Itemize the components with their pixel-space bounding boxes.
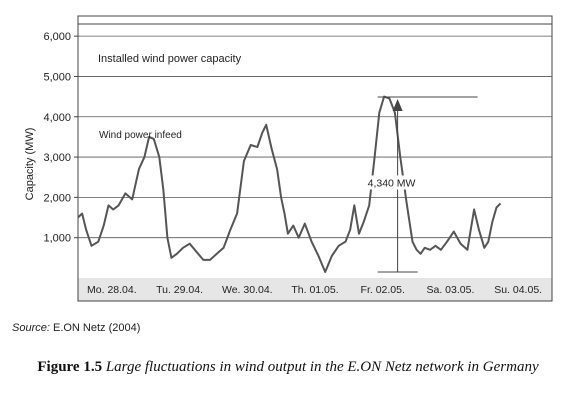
y-tick-label: 5,000 bbox=[43, 71, 71, 83]
x-category-label: Fr. 02.05. bbox=[361, 284, 405, 296]
y-tick-label: 6,000 bbox=[43, 31, 71, 43]
x-category-label: Su. 04.05. bbox=[494, 284, 542, 296]
wind-infeed-label: Wind power infeed bbox=[99, 130, 182, 141]
y-tick-label: 4,000 bbox=[43, 112, 71, 124]
x-category-label: Th. 01.05. bbox=[291, 284, 338, 296]
y-tick-label: 3,000 bbox=[43, 152, 71, 164]
x-categories: Mo. 28.04. Tu. 29.04. We. 30.04. Th. 01.05.… bbox=[87, 284, 542, 296]
x-axis-band bbox=[78, 278, 552, 301]
source-label: Source: bbox=[12, 322, 50, 334]
source-text: E.ON Netz (2004) bbox=[52, 322, 141, 334]
chart-svg: 1,000 2,000 3,000 4,000 5,000 6,000 Mo. 28.04… bbox=[24, 15, 553, 302]
figure-caption: Figure 1.5 Large fluctuations in wind ou… bbox=[0, 358, 576, 377]
y-tick-label: 2,000 bbox=[43, 192, 71, 204]
figure-number: Figure 1.5 bbox=[37, 359, 103, 375]
y-ticks: 1,000 2,000 3,000 4,000 5,000 6,000 bbox=[43, 31, 78, 245]
annotation-arrowhead bbox=[392, 99, 403, 112]
figure-caption-text: Large fluctuations in wind output in the… bbox=[105, 359, 539, 375]
plot-frame bbox=[77, 15, 553, 302]
x-category-label: Tu. 29.04. bbox=[156, 284, 203, 296]
x-category-label: We. 30.04. bbox=[222, 284, 273, 296]
x-category-label: Sa. 03.05. bbox=[426, 284, 474, 296]
series bbox=[77, 95, 502, 273]
annotation-label: 4,340 MW bbox=[368, 177, 416, 189]
source-note: Source: E.ON Netz (2004) bbox=[12, 322, 140, 334]
annotation-label-bg bbox=[365, 175, 422, 190]
x-category-label: Mo. 28.04. bbox=[87, 284, 137, 296]
annotations: 4,340 MW bbox=[365, 96, 478, 273]
y-tick-label: 1,000 bbox=[43, 233, 71, 245]
y-axis-label: Capacity (MW) bbox=[24, 128, 36, 201]
installed-capacity-label: Installed wind power capacity bbox=[98, 53, 242, 65]
chart: 1,000 2,000 3,000 4,000 5,000 6,000 Mo. 28.04… bbox=[6, 4, 570, 310]
grid bbox=[78, 23, 552, 239]
series-line bbox=[77, 95, 502, 273]
